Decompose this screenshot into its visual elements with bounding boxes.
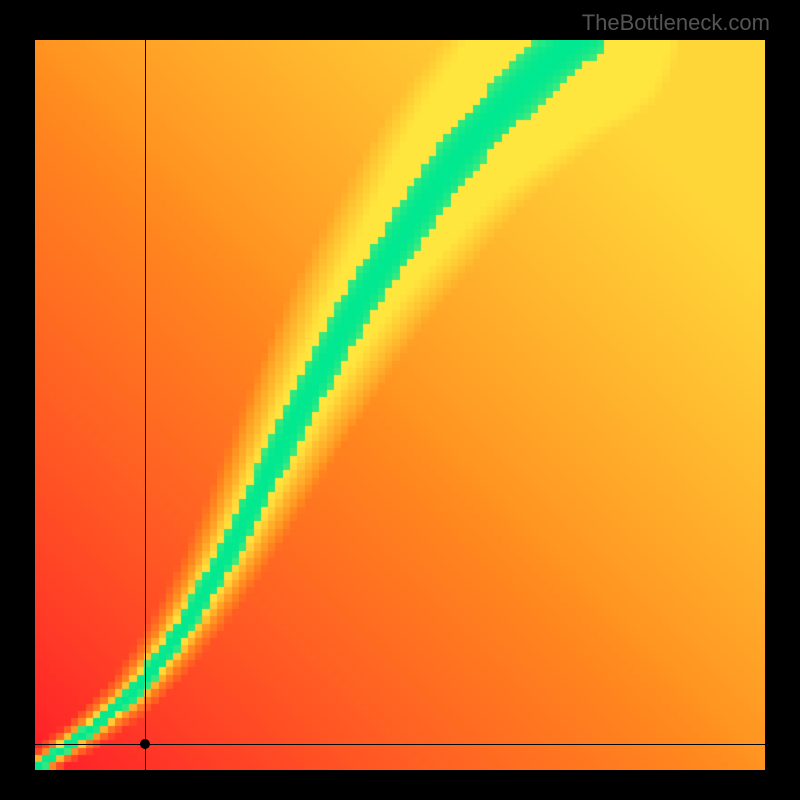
crosshair-vertical (145, 40, 146, 770)
chart-container: TheBottleneck.com (0, 0, 800, 800)
watermark-text: TheBottleneck.com (582, 10, 770, 36)
crosshair-marker (140, 739, 150, 749)
